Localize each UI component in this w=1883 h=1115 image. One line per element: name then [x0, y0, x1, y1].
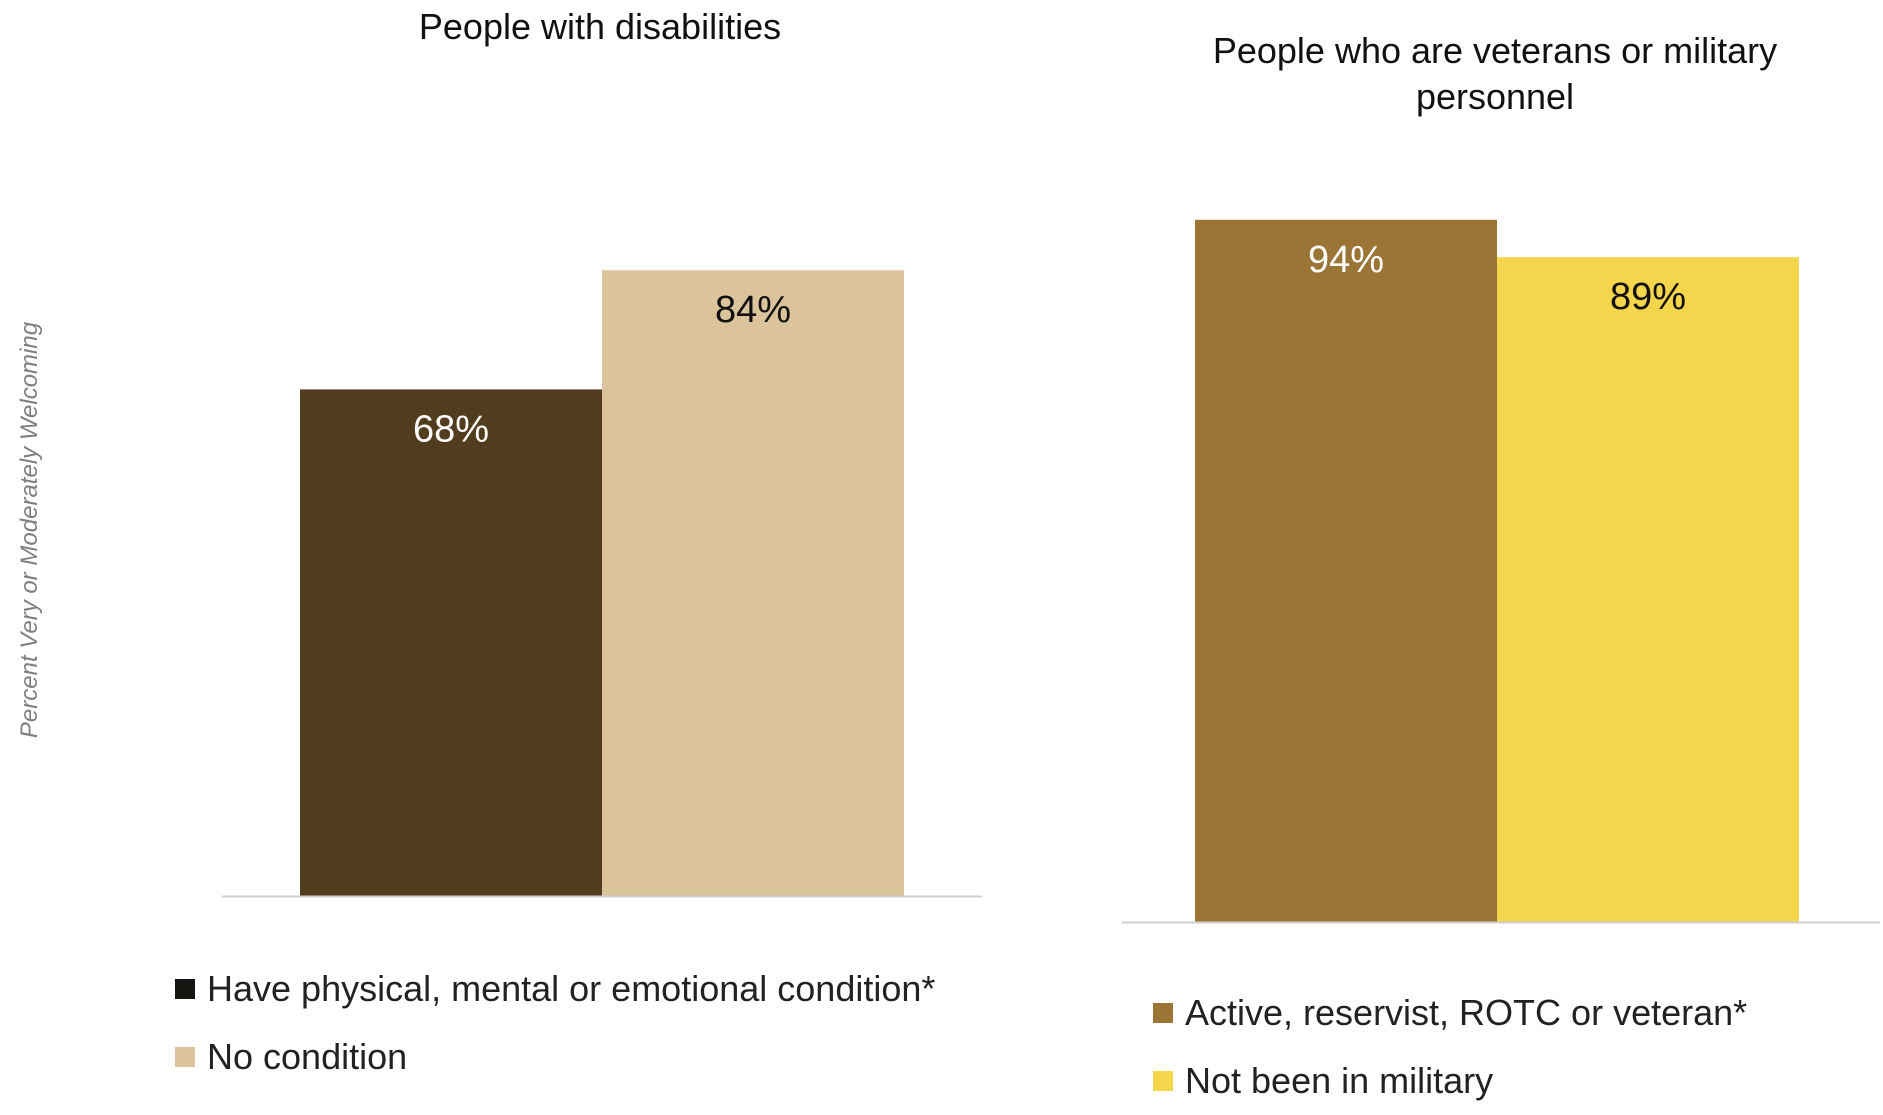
legend-label: Not been in military — [1185, 1060, 1494, 1101]
legend-veterans: Active, reservist, ROTC or veteran* Not … — [1153, 979, 1747, 1115]
legend-label: Active, reservist, ROTC or veteran* — [1185, 992, 1748, 1033]
legend-item: No condition — [175, 1023, 935, 1091]
bar-veterans-2 — [1497, 257, 1799, 922]
legend-item: Have physical, mental or emotional condi… — [175, 955, 935, 1023]
bar-disabilities-2 — [602, 270, 904, 896]
legend-label: No condition — [207, 1036, 408, 1077]
bar-veterans-1 — [1195, 219, 1497, 922]
chart-title-veterans: People who are veterans or military pers… — [1212, 30, 1778, 117]
legend-item: Not been in military — [1153, 1047, 1747, 1115]
legend-swatch — [175, 979, 195, 999]
legend-swatch — [1153, 1071, 1173, 1091]
bar-disabilities-1 — [300, 389, 602, 896]
data-label: 89% — [1610, 276, 1686, 318]
legend-item: Active, reservist, ROTC or veteran* — [1153, 979, 1747, 1047]
legend-swatch — [175, 1047, 195, 1067]
legend-disabilities: Have physical, mental or emotional condi… — [175, 955, 935, 1091]
legend-label: Have physical, mental or emotional condi… — [207, 968, 936, 1009]
chart-title-disabilities: People with disabilities — [418, 6, 782, 47]
data-label: 94% — [1308, 239, 1384, 281]
legend-swatch — [1153, 1003, 1173, 1023]
data-label: 84% — [715, 289, 791, 331]
data-label: 68% — [413, 408, 489, 450]
